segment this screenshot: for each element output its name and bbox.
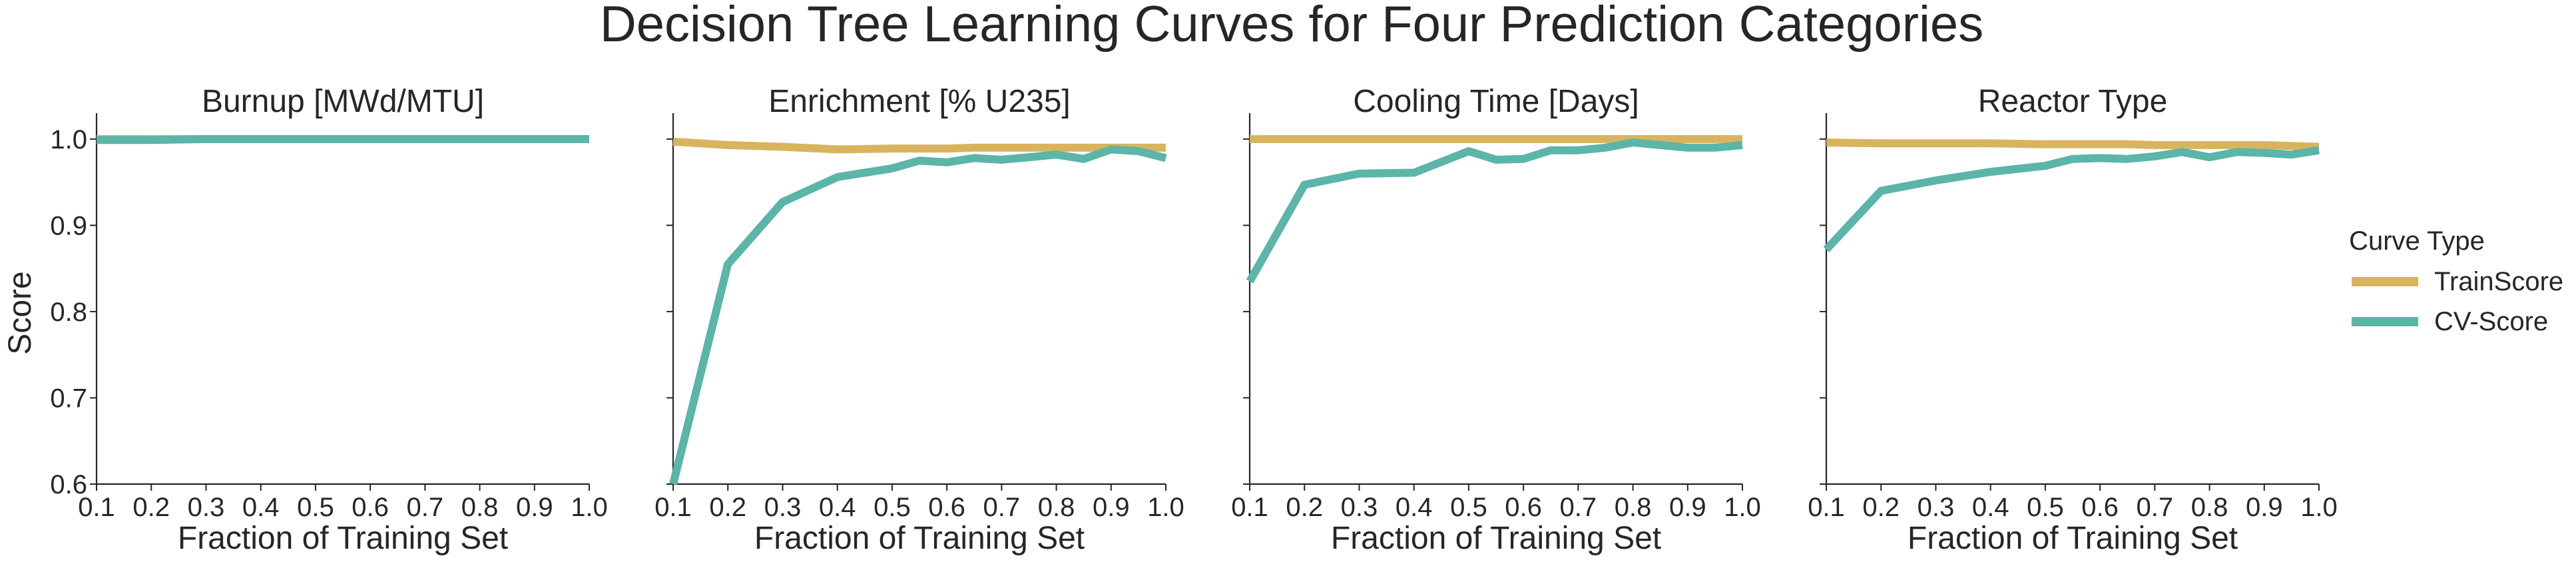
panel-title: Enrichment [% U235] xyxy=(768,84,1071,119)
y-tick-label: 0.6 xyxy=(50,470,87,499)
panel-reactor-type: Reactor Type 0.1 0.2 0.3 0.4 0.5 0.6 0.7 0.8 0.9 1… xyxy=(1808,84,2338,556)
legend: Curve Type TrainScore CV-Score xyxy=(2349,226,2563,336)
x-tick-label: 0.6 xyxy=(928,493,965,522)
x-tick-label: 0.7 xyxy=(407,493,444,522)
x-tick-label: 0.8 xyxy=(2191,493,2228,522)
legend-title: Curve Type xyxy=(2349,226,2485,256)
x-tick-label: 1.0 xyxy=(1147,493,1184,522)
y-tick-label: 0.7 xyxy=(50,384,87,413)
x-tick-label: 0.7 xyxy=(2137,493,2174,522)
x-tick-label: 0.5 xyxy=(874,493,911,522)
x-tick-label: 0.9 xyxy=(1669,493,1706,522)
x-tick-label: 0.2 xyxy=(709,493,746,522)
x-tick-label: 0.4 xyxy=(1972,493,2009,522)
x-tick-label: 0.1 xyxy=(78,493,115,522)
x-tick-label: 0.2 xyxy=(1286,493,1323,522)
panel-title: Burnup [MWd/MTU] xyxy=(202,84,484,119)
x-tick-label: 0.6 xyxy=(2081,493,2119,522)
panel-title: Cooling Time [Days] xyxy=(1353,84,1639,119)
x-tick-label: 0.6 xyxy=(352,493,389,522)
x-tick-label: 0.8 xyxy=(461,493,499,522)
x-tick-label: 0.2 xyxy=(132,493,170,522)
x-tick-label: 0.3 xyxy=(188,493,225,522)
series-line-trainscore xyxy=(672,137,1166,154)
x-tick-label: 0.4 xyxy=(242,493,280,522)
x-axis-label: Fraction of Training Set xyxy=(178,521,508,556)
x-axis-label: Fraction of Training Set xyxy=(754,521,1085,556)
x-tick-label: 1.0 xyxy=(1724,493,1761,522)
panels: Burnup [MWd/MTU] 0.1 0.2 0.3 0.4 0.5 0.6 0.7 0.8… xyxy=(50,84,2337,556)
series-line-cv-score xyxy=(97,135,589,144)
legend-label-trainscore: TrainScore xyxy=(2434,267,2563,296)
x-tick-label: 0.5 xyxy=(2027,493,2064,522)
series-line-cv-score xyxy=(1823,146,2320,252)
panel-cooling-time-days: Cooling Time [Days] 0.1 0.2 0.3 0.4 0.5 0.6 0.7… xyxy=(1231,84,1761,556)
y-tick-label: 1.0 xyxy=(50,125,87,154)
x-tick-label: 0.8 xyxy=(1038,493,1075,522)
figure-title: Decision Tree Learning Curves for Four P… xyxy=(600,0,1983,53)
panel-burnup-mwd-mtu: Burnup [MWd/MTU] 0.1 0.2 0.3 0.4 0.5 0.6 0.7 0.8… xyxy=(50,84,607,556)
x-axis-label: Fraction of Training Set xyxy=(1331,521,1661,556)
x-tick-label: 0.3 xyxy=(764,493,802,522)
x-tick-label: 0.3 xyxy=(1918,493,1955,522)
legend-label-cv-score: CV-Score xyxy=(2434,307,2548,336)
x-tick-label: 0.9 xyxy=(516,493,553,522)
y-axis-label: Score xyxy=(3,271,38,354)
x-tick-label: 0.4 xyxy=(819,493,856,522)
x-tick-label: 1.0 xyxy=(2300,493,2338,522)
x-tick-label: 0.3 xyxy=(1341,493,1378,522)
x-tick-label: 0.9 xyxy=(2246,493,2283,522)
x-tick-label: 0.1 xyxy=(1808,493,1845,522)
series-line-cv-score xyxy=(669,145,1167,485)
x-tick-label: 0.5 xyxy=(1450,493,1487,522)
x-tick-label: 0.7 xyxy=(983,493,1021,522)
x-tick-label: 0.6 xyxy=(1505,493,1542,522)
x-axis-label: Fraction of Training Set xyxy=(1908,521,2238,556)
x-tick-label: 0.1 xyxy=(654,493,692,522)
x-tick-label: 0.9 xyxy=(1093,493,1130,522)
y-tick-label: 0.9 xyxy=(50,211,87,240)
series-line-cv-score xyxy=(1246,139,1743,284)
x-tick-label: 1.0 xyxy=(571,493,608,522)
x-tick-label: 0.7 xyxy=(1560,493,1597,522)
x-tick-label: 0.1 xyxy=(1231,493,1268,522)
y-tick-label: 0.8 xyxy=(50,298,87,327)
x-tick-label: 0.5 xyxy=(297,493,334,522)
panel-enrichment-u235: Enrichment [% U235] 0.1 0.2 0.3 0.4 0.5 0.6 0.7… xyxy=(654,84,1184,556)
x-tick-label: 0.4 xyxy=(1396,493,1433,522)
panel-title: Reactor Type xyxy=(1978,84,2168,119)
series-line-trainscore xyxy=(1826,139,2320,151)
x-tick-label: 0.8 xyxy=(1615,493,1652,522)
x-tick-label: 0.2 xyxy=(1862,493,1900,522)
